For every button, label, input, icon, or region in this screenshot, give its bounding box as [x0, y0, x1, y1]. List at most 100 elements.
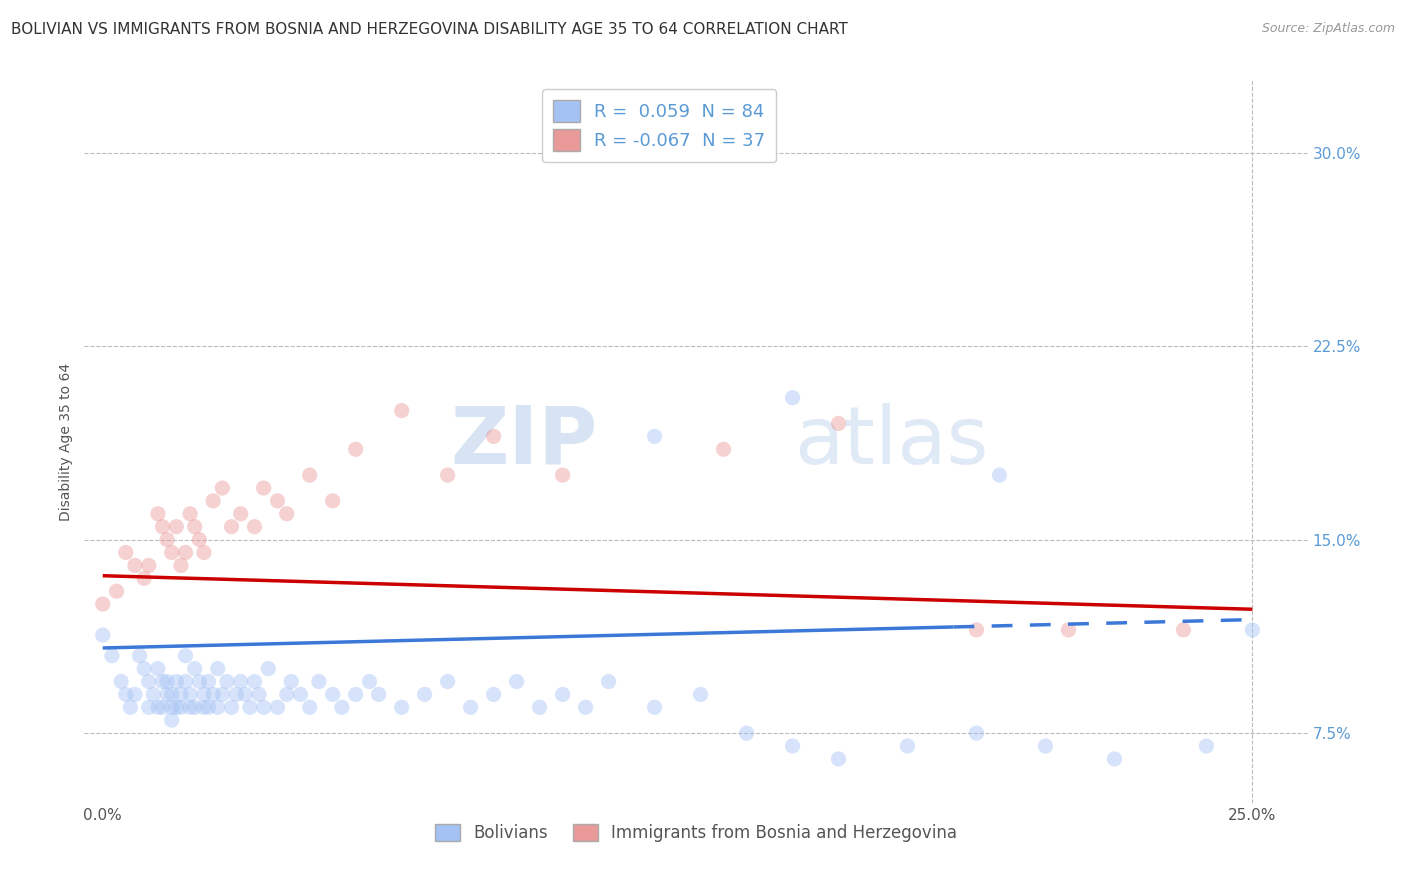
Point	[174, 648, 197, 663]
Text: Source: ZipAtlas.com: Source: ZipAtlas.com	[1261, 22, 1395, 36]
Point	[156, 533, 179, 547]
Point	[170, 688, 193, 702]
Point	[413, 688, 436, 702]
Point	[142, 688, 165, 702]
Point	[308, 674, 330, 689]
Point	[233, 688, 256, 702]
Point	[120, 700, 142, 714]
Point	[290, 688, 312, 702]
Point	[460, 700, 482, 714]
Point	[551, 688, 574, 702]
Point	[211, 688, 233, 702]
Point	[138, 674, 160, 689]
Point	[114, 545, 136, 559]
Point	[257, 662, 280, 676]
Point	[165, 519, 187, 533]
Point	[505, 674, 527, 689]
Point	[202, 494, 225, 508]
Point	[529, 700, 551, 714]
Point	[1173, 623, 1195, 637]
Point	[782, 739, 804, 753]
Point	[243, 674, 266, 689]
Point	[207, 700, 229, 714]
Point	[124, 688, 146, 702]
Point	[391, 403, 413, 417]
Point	[344, 442, 367, 457]
Text: atlas: atlas	[794, 402, 988, 481]
Point	[482, 688, 505, 702]
Point	[1104, 752, 1126, 766]
Point	[160, 545, 183, 559]
Point	[152, 674, 174, 689]
Point	[551, 468, 574, 483]
Point	[644, 700, 666, 714]
Point	[229, 674, 252, 689]
Point	[128, 648, 150, 663]
Point	[174, 674, 197, 689]
Point	[827, 752, 849, 766]
Point	[91, 628, 114, 642]
Point	[221, 519, 243, 533]
Point	[1057, 623, 1080, 637]
Point	[229, 507, 252, 521]
Point	[183, 662, 205, 676]
Point	[138, 700, 160, 714]
Point	[276, 688, 298, 702]
Point	[298, 468, 321, 483]
Point	[436, 468, 458, 483]
Point	[1241, 623, 1264, 637]
Point	[436, 674, 458, 689]
Point	[160, 713, 183, 727]
Point	[280, 674, 302, 689]
Point	[152, 700, 174, 714]
Point	[101, 648, 124, 663]
Point	[156, 688, 179, 702]
Point	[988, 468, 1011, 483]
Point	[644, 429, 666, 443]
Point	[110, 674, 132, 689]
Point	[197, 674, 219, 689]
Point	[165, 700, 187, 714]
Point	[193, 545, 215, 559]
Point	[146, 700, 169, 714]
Point	[160, 700, 183, 714]
Point	[896, 739, 918, 753]
Point	[146, 507, 169, 521]
Point	[482, 429, 505, 443]
Point	[105, 584, 128, 599]
Point	[266, 494, 288, 508]
Point	[188, 533, 211, 547]
Point	[322, 688, 344, 702]
Point	[225, 688, 247, 702]
Point	[197, 700, 219, 714]
Legend: Bolivians, Immigrants from Bosnia and Herzegovina: Bolivians, Immigrants from Bosnia and He…	[429, 817, 963, 848]
Point	[170, 700, 193, 714]
Point	[193, 700, 215, 714]
Point	[179, 688, 201, 702]
Point	[243, 519, 266, 533]
Point	[156, 674, 179, 689]
Point	[239, 700, 262, 714]
Point	[322, 494, 344, 508]
Point	[152, 519, 174, 533]
Point	[1195, 739, 1218, 753]
Point	[207, 662, 229, 676]
Point	[276, 507, 298, 521]
Point	[1035, 739, 1057, 753]
Point	[713, 442, 735, 457]
Point	[253, 700, 276, 714]
Point	[170, 558, 193, 573]
Point	[179, 700, 201, 714]
Point	[114, 688, 136, 702]
Point	[188, 674, 211, 689]
Point	[160, 688, 183, 702]
Point	[134, 571, 156, 585]
Point	[179, 507, 201, 521]
Point	[735, 726, 758, 740]
Point	[266, 700, 288, 714]
Text: BOLIVIAN VS IMMIGRANTS FROM BOSNIA AND HERZEGOVINA DISABILITY AGE 35 TO 64 CORRE: BOLIVIAN VS IMMIGRANTS FROM BOSNIA AND H…	[11, 22, 848, 37]
Point	[174, 545, 197, 559]
Point	[134, 662, 156, 676]
Point	[782, 391, 804, 405]
Point	[221, 700, 243, 714]
